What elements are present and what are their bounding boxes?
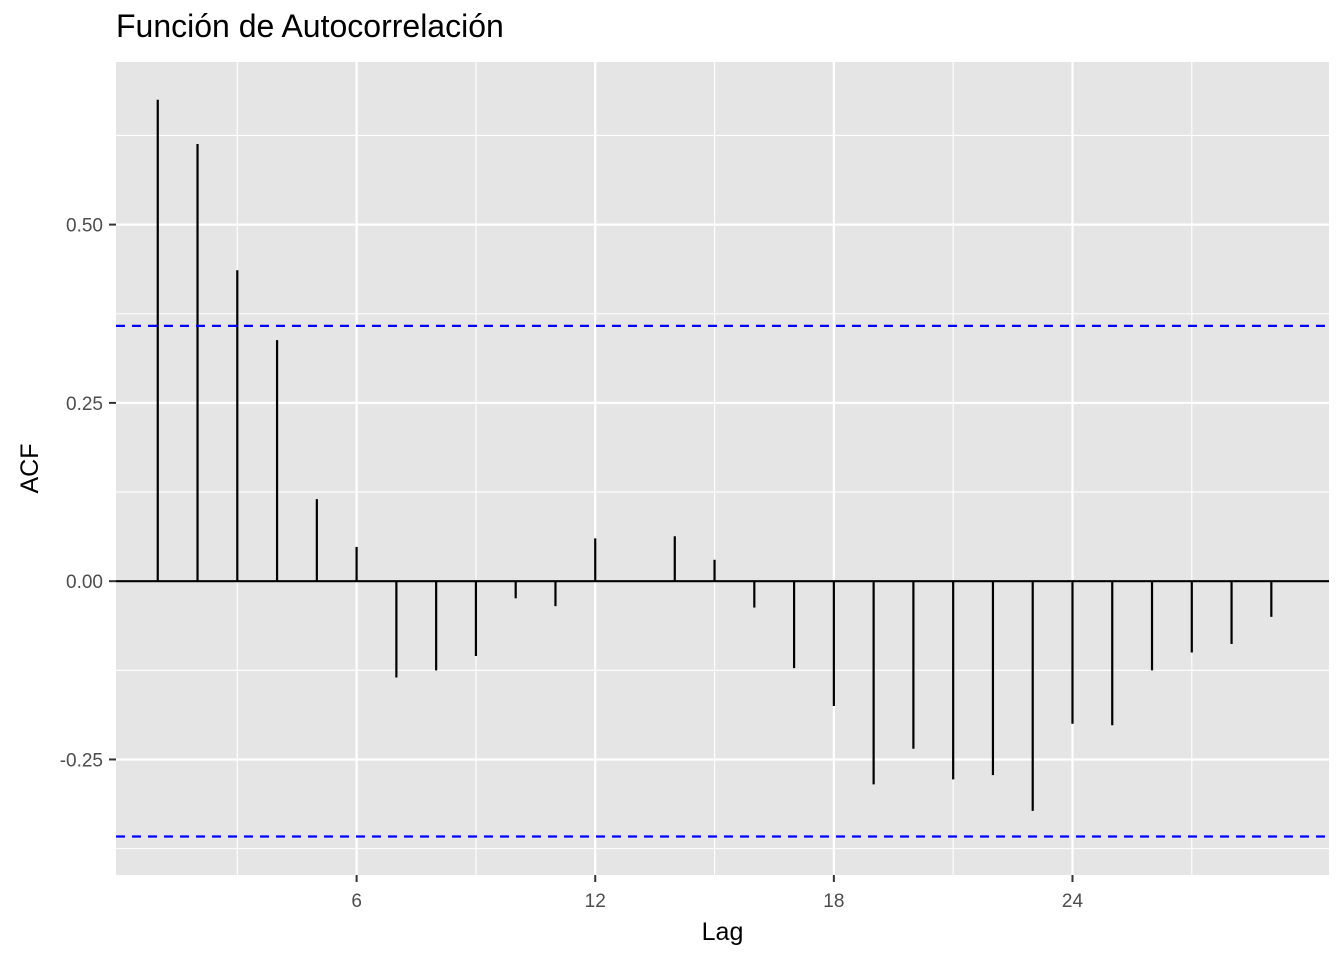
- y-axis-title: ACF: [16, 444, 44, 494]
- x-tick-label: 18: [823, 891, 844, 912]
- acf-bars: [156, 99, 1273, 811]
- x-axis-ticks: 6 12 18 24: [351, 875, 1083, 912]
- y-tick-label: 0.50: [66, 216, 103, 237]
- grid-minor: [116, 62, 1329, 875]
- plot-panel: [116, 62, 1329, 875]
- x-tick-label: 24: [1062, 891, 1084, 912]
- y-tick-label: 0.25: [66, 394, 103, 415]
- chart-title: Función de Autocorrelación: [116, 8, 504, 44]
- x-axis-title: Lag: [702, 918, 744, 946]
- confidence-bounds: [116, 324, 1329, 838]
- y-tick-label: 0.00: [66, 572, 103, 593]
- x-tick-label: 12: [585, 891, 606, 912]
- x-tick-label: 6: [351, 891, 362, 912]
- y-tick-label: -0.25: [60, 750, 103, 771]
- y-axis-ticks: -0.25 0.00 0.25 0.50: [60, 216, 116, 771]
